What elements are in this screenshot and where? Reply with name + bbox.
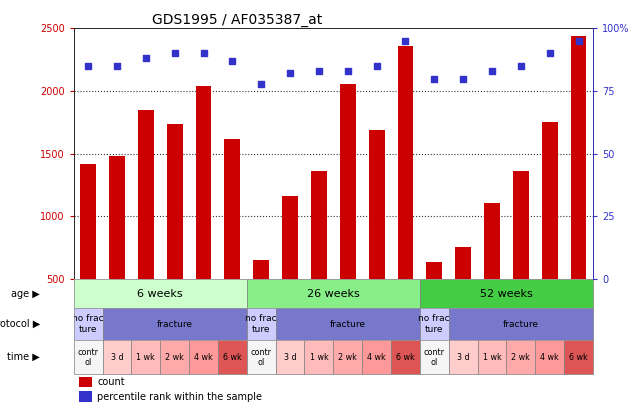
Bar [103, 308, 247, 340]
Bar [340, 83, 356, 342]
Bar [369, 130, 385, 342]
Bar [333, 340, 362, 374]
Bar [391, 340, 420, 374]
Point [285, 70, 295, 77]
Text: 6 wk: 6 wk [223, 353, 242, 362]
Text: contr
ol: contr ol [251, 347, 272, 367]
Text: protocol ▶: protocol ▶ [0, 319, 40, 329]
Text: no frac
ture: no frac ture [419, 314, 450, 334]
Bar [247, 308, 276, 340]
Text: contr
ol: contr ol [424, 347, 445, 367]
Text: 6 weeks: 6 weeks [137, 288, 183, 298]
Text: GDS1995 / AF035387_at: GDS1995 / AF035387_at [151, 13, 322, 27]
Bar [564, 340, 593, 374]
Bar [138, 110, 154, 342]
Point [400, 38, 410, 44]
Point [314, 68, 324, 74]
Text: age ▶: age ▶ [11, 288, 40, 298]
Bar [455, 247, 471, 342]
Text: 3 d: 3 d [111, 353, 123, 362]
Bar [167, 124, 183, 342]
Text: count: count [97, 377, 125, 387]
Text: percentile rank within the sample: percentile rank within the sample [97, 392, 262, 402]
Text: 3 d: 3 d [284, 353, 296, 362]
Bar [282, 196, 298, 342]
Bar [224, 139, 240, 342]
Point [372, 63, 382, 69]
Bar [253, 260, 269, 342]
Bar [506, 340, 535, 374]
Bar [80, 164, 96, 342]
Point [228, 58, 238, 64]
Bar [276, 308, 420, 340]
Bar [513, 171, 529, 342]
Bar [420, 279, 593, 308]
Bar [247, 340, 276, 374]
Text: 1 wk: 1 wk [137, 353, 155, 362]
Text: 2 wk: 2 wk [338, 353, 357, 362]
Bar [131, 340, 160, 374]
Bar [160, 340, 189, 374]
Bar [79, 377, 92, 388]
Text: 3 d: 3 d [457, 353, 469, 362]
Bar [74, 340, 103, 374]
Point [429, 75, 440, 82]
Bar [74, 279, 247, 308]
Point [256, 80, 267, 87]
Bar [218, 340, 247, 374]
Bar [449, 340, 478, 374]
Bar [304, 340, 333, 374]
Text: fracture: fracture [503, 320, 539, 328]
Point [458, 75, 468, 82]
Point [545, 50, 555, 57]
Text: time ▶: time ▶ [7, 352, 40, 362]
Text: 4 wk: 4 wk [194, 353, 213, 362]
Text: 6 wk: 6 wk [396, 353, 415, 362]
Text: 1 wk: 1 wk [310, 353, 328, 362]
Bar [449, 308, 593, 340]
Point [515, 63, 526, 69]
Bar [420, 340, 449, 374]
Text: fracture: fracture [329, 320, 366, 328]
Text: 4 wk: 4 wk [367, 353, 386, 362]
Bar [362, 340, 391, 374]
Text: contr
ol: contr ol [78, 347, 99, 367]
Text: 2 wk: 2 wk [512, 353, 530, 362]
Text: 26 weeks: 26 weeks [307, 288, 360, 298]
Point [342, 68, 353, 74]
Bar [426, 262, 442, 342]
Bar [484, 202, 500, 342]
Bar [420, 308, 449, 340]
Text: 1 wk: 1 wk [483, 353, 501, 362]
Text: no frac
ture: no frac ture [246, 314, 277, 334]
Bar [397, 46, 413, 342]
Bar [79, 392, 92, 402]
Point [83, 63, 94, 69]
Bar [109, 156, 125, 342]
Text: fracture: fracture [156, 320, 193, 328]
Bar [247, 279, 420, 308]
Bar [570, 36, 587, 342]
Bar [276, 340, 304, 374]
Point [140, 55, 151, 62]
Bar [535, 340, 564, 374]
Text: 2 wk: 2 wk [165, 353, 184, 362]
Point [487, 68, 497, 74]
Point [574, 38, 584, 44]
Point [169, 50, 179, 57]
Bar [478, 340, 506, 374]
Point [199, 50, 209, 57]
Bar [103, 340, 131, 374]
Point [112, 63, 122, 69]
Text: 6 wk: 6 wk [569, 353, 588, 362]
Bar [189, 340, 218, 374]
Bar [311, 171, 327, 342]
Text: 52 weeks: 52 weeks [480, 288, 533, 298]
Text: 4 wk: 4 wk [540, 353, 559, 362]
Bar [196, 86, 212, 342]
Bar [74, 308, 103, 340]
Text: no frac
ture: no frac ture [72, 314, 104, 334]
Bar [542, 122, 558, 342]
